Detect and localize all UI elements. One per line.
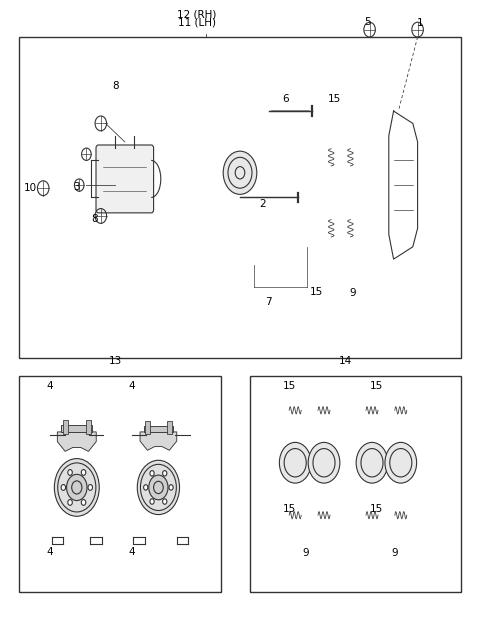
Text: 11 (LH): 11 (LH) (178, 18, 216, 28)
Bar (62, 420, 68, 434)
Circle shape (163, 471, 167, 476)
Circle shape (81, 470, 86, 475)
Text: 13: 13 (108, 356, 122, 366)
Text: 15: 15 (370, 504, 384, 514)
Text: 15: 15 (328, 94, 341, 104)
Circle shape (68, 500, 72, 505)
Circle shape (308, 442, 340, 483)
Bar (61, 425, 92, 432)
Text: 15: 15 (282, 504, 296, 514)
Circle shape (54, 458, 99, 516)
Text: 4: 4 (129, 547, 135, 557)
Circle shape (150, 499, 154, 504)
Circle shape (88, 484, 93, 491)
Text: 15: 15 (310, 287, 324, 297)
Text: 12 (RH): 12 (RH) (177, 10, 216, 20)
Bar (250, 376, 461, 592)
Text: 5: 5 (364, 17, 371, 27)
Text: 9: 9 (302, 549, 309, 558)
Circle shape (144, 485, 148, 490)
FancyBboxPatch shape (96, 145, 154, 213)
Bar (144, 426, 173, 432)
Circle shape (67, 474, 87, 500)
Text: 4: 4 (46, 381, 53, 391)
Text: 14: 14 (339, 356, 352, 366)
Text: 4: 4 (129, 381, 135, 391)
Circle shape (150, 471, 154, 476)
Text: 15: 15 (370, 381, 384, 391)
Circle shape (223, 151, 257, 194)
Bar (145, 421, 150, 434)
Text: 7: 7 (265, 297, 272, 307)
Polygon shape (58, 432, 96, 452)
Text: 1: 1 (417, 18, 423, 28)
Bar (86, 420, 91, 434)
Text: 9: 9 (349, 288, 356, 298)
Circle shape (149, 475, 168, 500)
Text: 2: 2 (260, 199, 266, 209)
Polygon shape (140, 432, 177, 450)
Bar (167, 421, 172, 434)
Text: 4: 4 (46, 547, 53, 557)
Circle shape (68, 470, 72, 475)
Circle shape (163, 499, 167, 504)
Circle shape (81, 500, 86, 505)
Bar (19, 37, 461, 358)
Text: 10: 10 (24, 183, 37, 193)
Circle shape (356, 442, 388, 483)
Text: 6: 6 (282, 94, 289, 104)
Circle shape (137, 460, 180, 515)
Text: 8: 8 (91, 214, 98, 224)
Bar (19, 376, 221, 592)
Circle shape (169, 485, 173, 490)
Circle shape (61, 484, 66, 491)
Text: 3: 3 (73, 182, 80, 192)
Text: 15: 15 (282, 381, 296, 391)
Text: 9: 9 (391, 549, 398, 558)
Text: 8: 8 (112, 81, 119, 91)
Circle shape (279, 442, 311, 483)
Circle shape (385, 442, 417, 483)
